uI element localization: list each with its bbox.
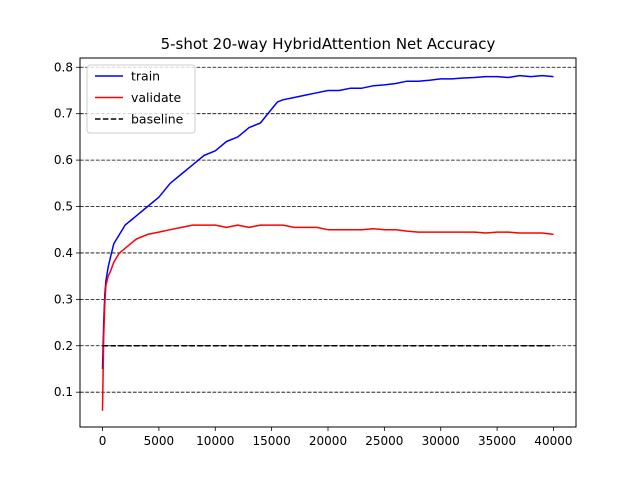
y-tick-label: 0.5 xyxy=(54,200,73,214)
y-tick-label: 0.2 xyxy=(54,339,73,353)
y-tick-label: 0.8 xyxy=(54,60,73,74)
y-tick-label: 0.7 xyxy=(54,107,73,121)
x-tick-label: 30000 xyxy=(422,434,460,448)
y-tick-label: 0.6 xyxy=(54,153,73,167)
legend-label-train: train xyxy=(131,69,160,84)
x-tick-label: 0 xyxy=(99,434,107,448)
legend-label-validate: validate xyxy=(131,90,181,105)
y-tick-label: 0.3 xyxy=(54,292,73,306)
chart-title: 5-shot 20-way HybridAttention Net Accura… xyxy=(161,35,496,53)
x-tick-label: 25000 xyxy=(365,434,403,448)
series-line-validate xyxy=(101,224,554,411)
y-tick-label: 0.4 xyxy=(54,246,73,260)
x-tick-label: 20000 xyxy=(309,434,347,448)
x-tick-label: 40000 xyxy=(534,434,572,448)
series-line-train xyxy=(101,74,554,370)
x-axis: 0 5000 10000 15000 20000 25000 30000 35000 40000 xyxy=(99,427,573,448)
y-tick-label: 0.1 xyxy=(54,385,73,399)
x-tick-label: 10000 xyxy=(196,434,234,448)
series-lines xyxy=(101,74,554,411)
legend: train validate baseline xyxy=(86,64,196,134)
legend-label-baseline: baseline xyxy=(131,112,184,127)
x-tick-label: 5000 xyxy=(144,434,175,448)
x-tick-label: 35000 xyxy=(478,434,516,448)
y-axis: 0.1 0.2 0.3 0.4 0.5 0.6 0.7 0.8 xyxy=(54,60,80,399)
legend-box xyxy=(86,64,196,134)
x-tick-label: 15000 xyxy=(253,434,291,448)
